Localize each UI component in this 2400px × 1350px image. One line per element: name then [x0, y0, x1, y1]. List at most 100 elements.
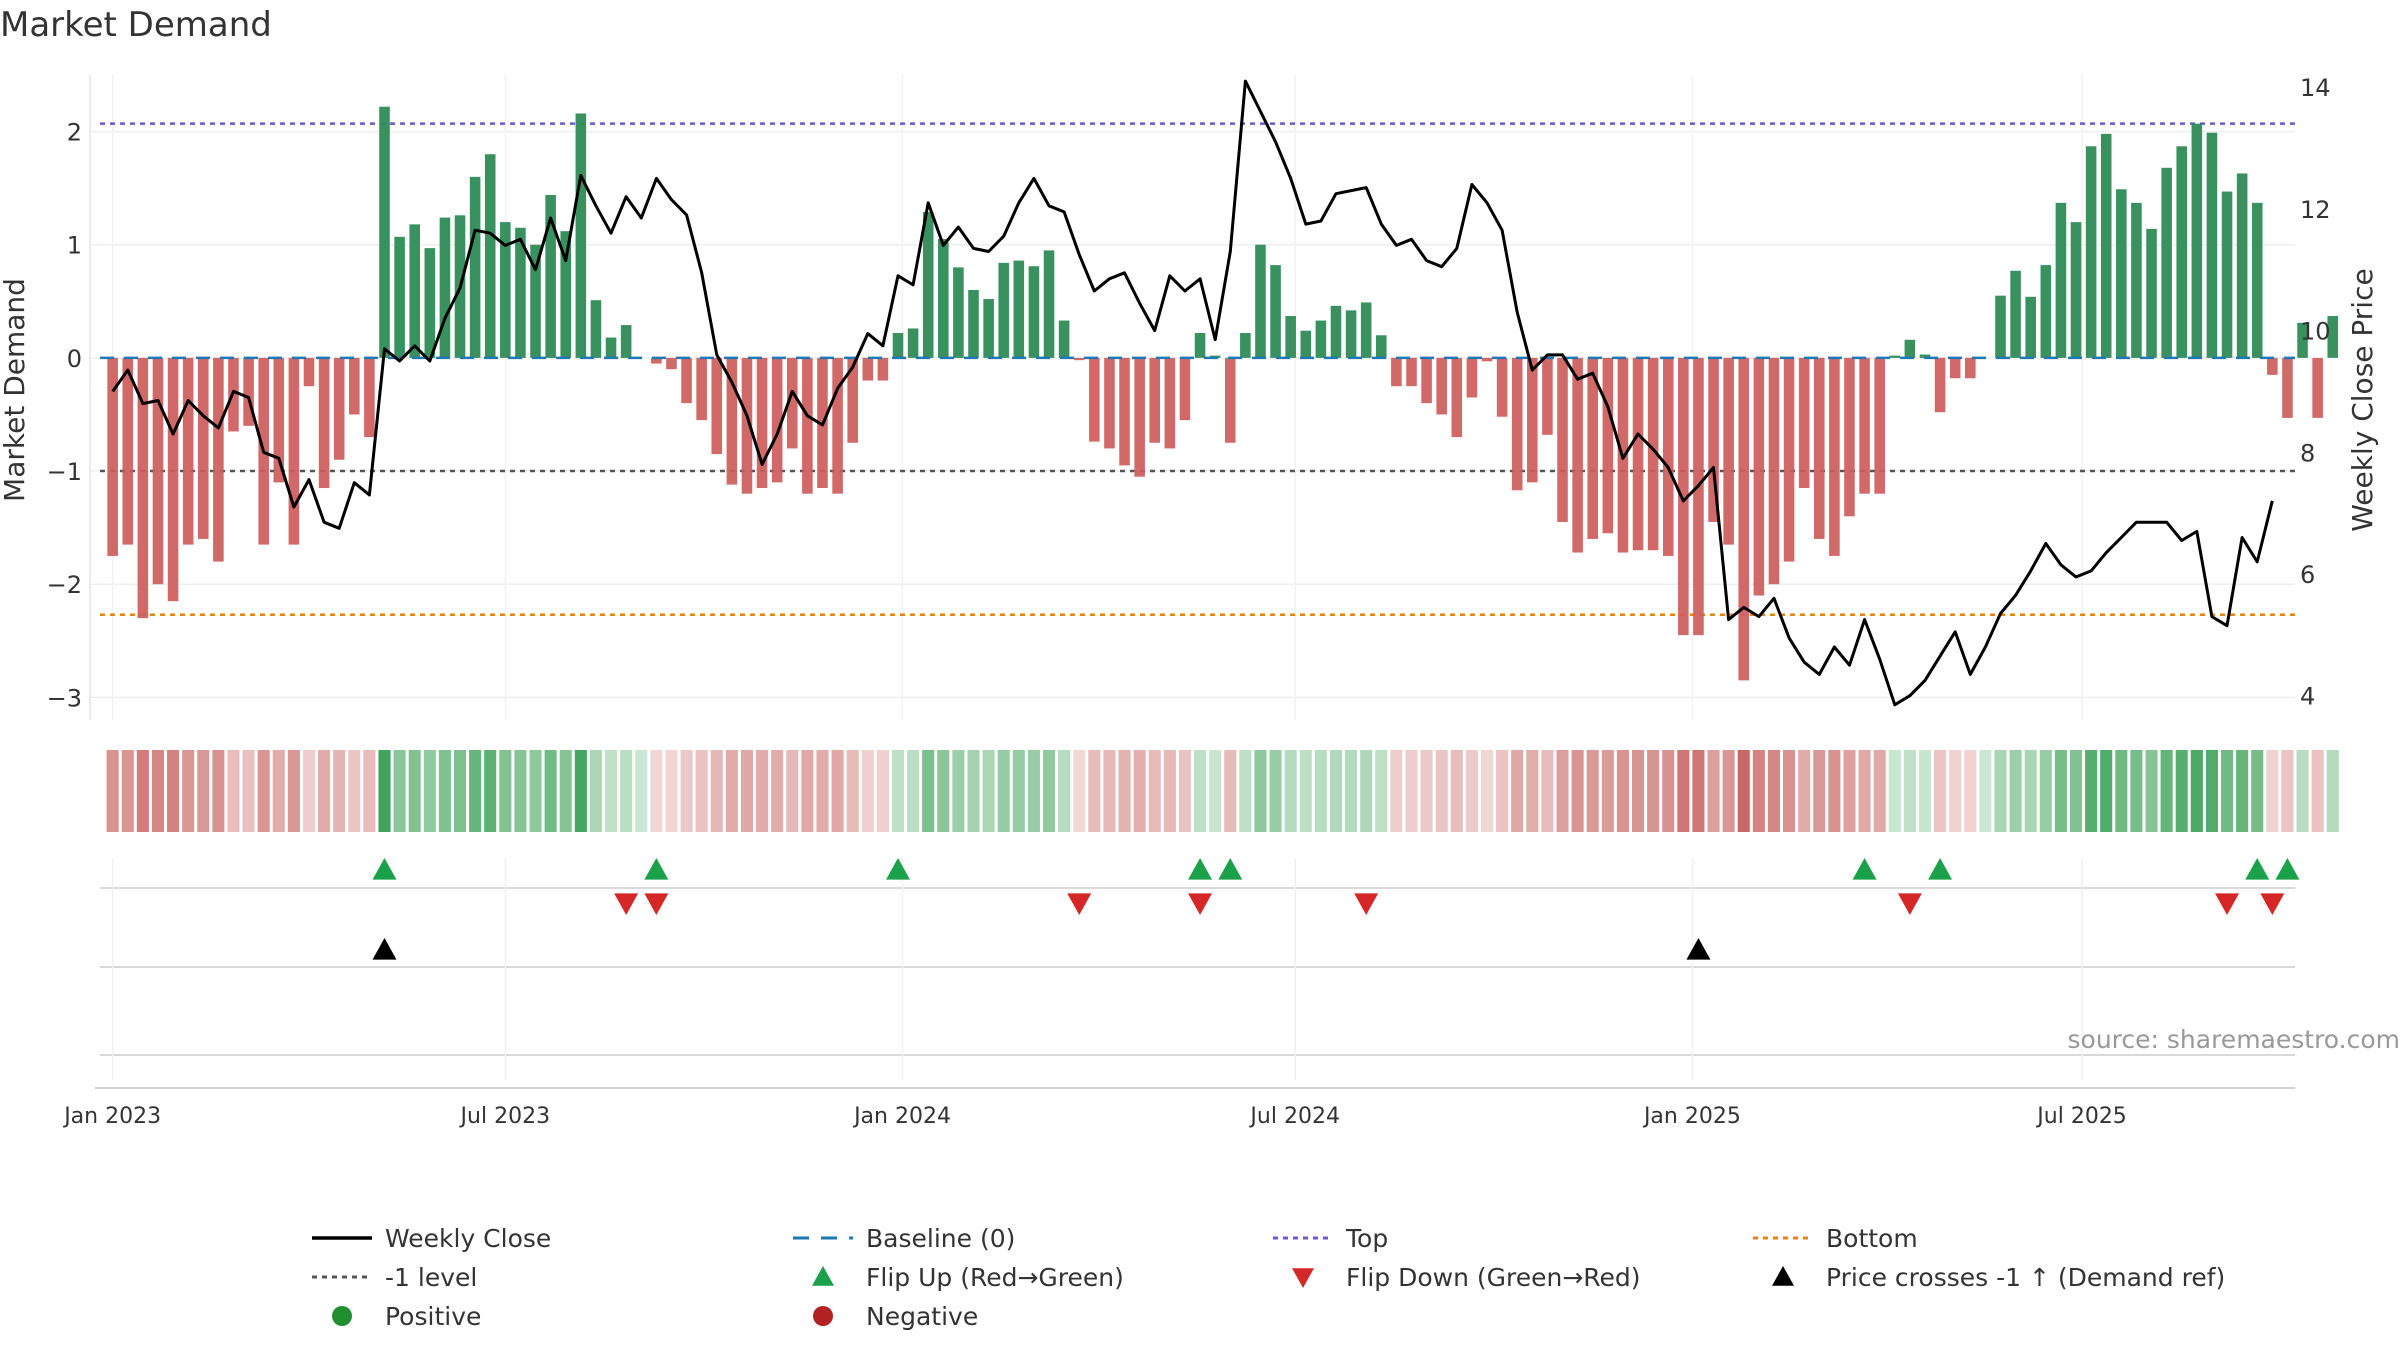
demand-bar: [2176, 146, 2188, 358]
legend-item: Positive: [332, 1302, 481, 1331]
legend-label: Flip Down (Green→Red): [1346, 1263, 1641, 1292]
demand-bar: [1315, 320, 1327, 358]
demand-bar: [530, 244, 541, 358]
demand-bar: [2010, 270, 2021, 358]
strip-cell: [710, 750, 723, 832]
y2-tick-label: 12: [2300, 196, 2331, 224]
demand-bar: [1708, 357, 1719, 522]
demand-bar: [877, 357, 889, 381]
demand-bar: [1934, 357, 1946, 413]
demand-bar: [439, 217, 451, 358]
legend-label: Top: [1345, 1224, 1388, 1253]
price-series: [111, 79, 2274, 707]
flip-down-marker: [1354, 893, 1379, 915]
demand-bar: [1813, 357, 1825, 539]
demand-bar: [500, 222, 511, 358]
strip-cell: [1012, 750, 1025, 832]
strip-cell: [1662, 750, 1675, 832]
demand-bar: [862, 357, 874, 381]
strip-cell: [952, 750, 965, 832]
strip-cell: [816, 750, 829, 832]
strip-cell: [1964, 750, 1977, 832]
demand-bar: [318, 357, 330, 489]
demand-bar: [2312, 357, 2323, 418]
strip-cell: [1767, 750, 1780, 832]
x-tick-label: Jul 2024: [1248, 1104, 1340, 1129]
strip-cell: [2296, 750, 2309, 832]
strip-cell: [680, 750, 693, 832]
legend-item: -1 level: [312, 1263, 477, 1292]
legend-label: Flip Up (Red→Green): [866, 1263, 1124, 1292]
strip-cell: [559, 750, 572, 832]
demand-bar: [696, 357, 707, 421]
strip-cell: [1480, 750, 1494, 832]
right-axis: 14 12 10 8 6 4: [2300, 74, 2331, 710]
demand-bar: [1149, 357, 1161, 443]
demand-bar: [1527, 357, 1538, 483]
strip-cell: [227, 750, 240, 832]
strip-cell: [786, 750, 799, 832]
strip-cell: [1526, 750, 1539, 832]
demand-bar: [303, 357, 315, 387]
demand-bar: [983, 299, 994, 358]
strip-cell: [2251, 750, 2264, 832]
demand-bar: [1240, 333, 1251, 358]
strip-cell: [695, 750, 708, 832]
x-tick-label: Jul 2023: [459, 1104, 551, 1129]
strip-cell: [1163, 750, 1176, 832]
flip-up-marker: [1852, 858, 1877, 880]
strip-cell: [2024, 750, 2037, 832]
demand-bar: [1783, 357, 1795, 562]
demand-bar: [726, 357, 738, 485]
price-cross-marker: [1686, 938, 1711, 960]
strip-cell: [1405, 750, 1418, 832]
demand-bar: [1798, 357, 1810, 489]
demand-bar: [681, 357, 692, 404]
strip-cell: [982, 750, 995, 832]
strip-cell: [1858, 750, 1871, 832]
strip-cell: [725, 750, 738, 832]
demand-bar: [1104, 357, 1115, 449]
strip-cell: [1511, 750, 1524, 832]
strip-cell: [1949, 750, 1962, 832]
strip-cell: [1813, 750, 1826, 832]
strip-cell: [1888, 750, 1901, 832]
strip-cell: [514, 750, 527, 832]
demand-bar: [349, 357, 360, 415]
strip-cell: [1541, 750, 1554, 832]
strip-cell: [2205, 750, 2218, 832]
strip-cell: [1329, 750, 1343, 832]
demand-bar: [1829, 357, 1840, 556]
strip-cell: [1073, 750, 1086, 832]
demand-bar: [182, 357, 194, 545]
legend-item: Baseline (0): [793, 1224, 1015, 1253]
strip-cell: [846, 750, 859, 832]
legend-item: Price crosses -1 ↑ (Demand ref): [1772, 1263, 2225, 1292]
strip-cell: [1042, 750, 1056, 832]
demand-bar: [1345, 310, 1357, 358]
legend-label: -1 level: [385, 1263, 477, 1292]
demand-bar: [1919, 354, 1931, 358]
strip-cell: [861, 750, 874, 832]
demand-bar: [1647, 357, 1659, 551]
demand-bar: [213, 357, 224, 562]
time-axis: Jan 2023 Jul 2023 Jan 2024 Jul 2024 Jan 2025…: [62, 1087, 2295, 1129]
strip-cell: [1586, 750, 1599, 832]
demand-bar: [998, 262, 1010, 358]
legend-label: Price crosses -1 ↑ (Demand ref): [1826, 1263, 2225, 1292]
flip-down-marker: [2215, 893, 2240, 915]
demand-bar: [1134, 357, 1145, 477]
strip-cell: [1465, 750, 1478, 832]
demand-bar: [2327, 316, 2339, 358]
strip-cell: [2069, 750, 2083, 832]
y-axis-label: Market Demand: [0, 278, 31, 502]
demand-bar: [1632, 357, 1644, 551]
y2-tick-label: 10: [2300, 318, 2331, 346]
strip-cell: [302, 750, 316, 832]
flip-down-marker: [2260, 893, 2285, 915]
y2-tick-label: 14: [2300, 74, 2331, 102]
strip-cell: [151, 750, 165, 832]
demand-bar: [288, 357, 300, 545]
strip-cell: [1828, 750, 1841, 832]
strip-cell: [1118, 750, 1131, 832]
